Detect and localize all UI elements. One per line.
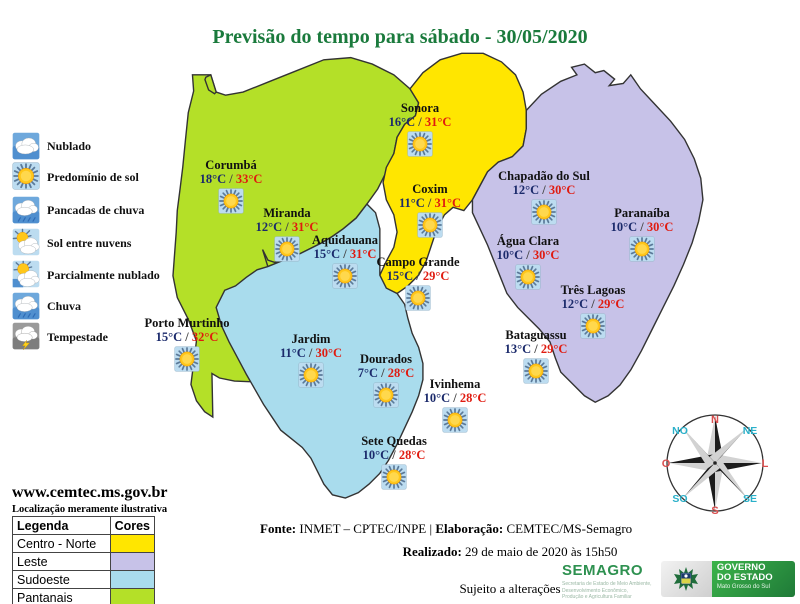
- svg-text:L: L: [762, 458, 769, 470]
- svg-text:O: O: [662, 458, 671, 470]
- svg-text:NE: NE: [743, 425, 758, 437]
- svg-text:S: S: [711, 505, 718, 517]
- svg-text:SO: SO: [672, 493, 687, 505]
- svg-text:NO: NO: [672, 425, 688, 437]
- svg-text:SE: SE: [743, 493, 757, 505]
- svg-text:N: N: [711, 414, 719, 426]
